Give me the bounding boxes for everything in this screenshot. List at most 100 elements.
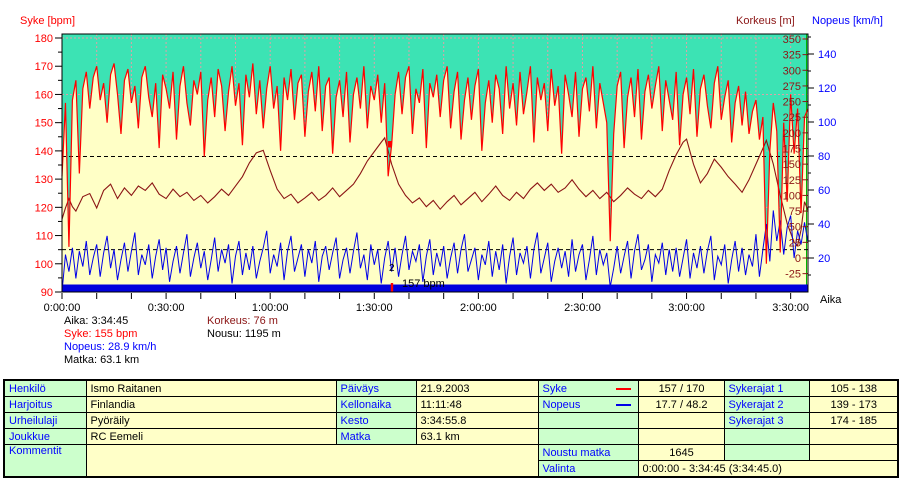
aika-tick-label: 2:00:00 xyxy=(460,302,497,314)
paivays-label: Päiväys xyxy=(335,379,417,397)
nopeus-curve xyxy=(61,210,809,293)
empty-cell xyxy=(808,444,899,461)
syke-legend-label: Syke xyxy=(537,379,639,397)
korkeus-tick-label: 150 xyxy=(783,159,801,171)
nopeus-avg-max-value: 17.7 / 48.2 xyxy=(637,396,725,413)
harjoitus-value: Finlandia xyxy=(85,396,337,413)
sykerajat1-value: 105 - 138 xyxy=(808,379,899,397)
kesto-value: 3:34:55.8 xyxy=(415,412,539,429)
aika-tick-label: 3:00:00 xyxy=(668,302,705,314)
korkeus-tick-label: 250 xyxy=(783,97,801,109)
noustu-matka-value: 1645 xyxy=(637,444,725,461)
sykerajat2-value: 139 - 173 xyxy=(808,396,899,413)
kesto-label: Kesto xyxy=(335,412,417,429)
syke-avg-max-value: 157 / 170 xyxy=(637,379,725,397)
korkeus-tick-label: 125 xyxy=(783,175,801,187)
table-row: Henkilö Ismo Raitanen Päiväys 21.9.2003 … xyxy=(3,379,899,397)
syke-tick-label: 150 xyxy=(35,118,53,130)
korkeus-tick-label: 50 xyxy=(789,222,801,234)
matka-label: Matka xyxy=(335,428,417,445)
stat-matka: Matka: 63.1 km xyxy=(64,354,140,366)
table-row: Joukkue RC Eemeli Matka 63.1 km xyxy=(3,428,899,445)
lap-hr-label: 157 bpm xyxy=(402,278,445,290)
aika-tick-label: 1:00:00 xyxy=(252,302,289,314)
stat-nousu: Nousu: 1195 m xyxy=(207,328,281,340)
syke-tick-label: 180 xyxy=(35,33,53,45)
korkeus-tick-label: 175 xyxy=(783,144,801,156)
korkeus-tick-label: 200 xyxy=(783,128,801,140)
syke-tick-label: 110 xyxy=(35,231,53,243)
syke-legend-line-icon xyxy=(615,387,631,390)
nopeus-tick-label: 80 xyxy=(818,151,830,163)
henkilo-label: Henkilö xyxy=(3,379,87,397)
nopeus-label-text: Nopeus xyxy=(542,398,581,411)
stat-korkeus: Korkeus: 76 m xyxy=(207,315,278,327)
korkeus-tick-label: 325 xyxy=(783,50,801,62)
exercise-info-table: Henkilö Ismo Raitanen Päiväys 21.9.2003 … xyxy=(3,379,899,478)
henkilo-value: Ismo Raitanen xyxy=(85,379,337,397)
aika-tick-label: 3:30:00 xyxy=(772,302,809,314)
nopeus-tick-label: 120 xyxy=(818,83,836,95)
table-row: Harjoitus Finlandia Kellonaika 11:11:48 … xyxy=(3,396,899,413)
korkeus-tick-label: 350 xyxy=(783,34,801,46)
nopeus-axis-title: Nopeus [km/h] xyxy=(812,15,883,27)
syke-tick-label: 140 xyxy=(35,146,53,158)
exercise-chart[interactable]: 2 157 bpm 180 170 160 150 140 130 120 110 100 90 350… xyxy=(0,0,900,315)
syke-tick-label: 100 xyxy=(35,259,53,271)
sykerajat2-label: Sykerajat 2 xyxy=(723,396,810,413)
valinta-value: 0:00:00 - 3:34:45 (3:34:45.0) xyxy=(637,460,899,478)
kommentit-label: Kommentit xyxy=(3,444,87,478)
nopeus-tick-label: 60 xyxy=(818,185,830,197)
joukkue-value: RC Eemeli xyxy=(85,428,337,445)
korkeus-tick-label: -25 xyxy=(785,269,801,281)
nopeus-tick-label: 100 xyxy=(818,117,836,129)
sykerajat1-label: Sykerajat 1 xyxy=(723,379,810,397)
table-row: Kommentit Noustu matka 1645 xyxy=(3,444,899,478)
plot-border xyxy=(61,33,809,293)
korkeus-tick-label: 275 xyxy=(783,81,801,93)
empty-cell xyxy=(537,412,639,429)
stat-aika: Aika: 3:34:45 xyxy=(64,315,129,327)
hr-fill-area xyxy=(62,63,808,293)
paivays-value: 21.9.2003 xyxy=(415,379,539,397)
syke-tick-label: 120 xyxy=(35,202,53,214)
aika-tick-label: 0:30:00 xyxy=(148,302,185,314)
urheilulaji-value: Pyöräily xyxy=(85,412,337,429)
stat-nopeus: Nopeus: 28.9 km/h xyxy=(64,341,157,353)
selection-bar xyxy=(62,284,808,292)
stat-syke: Syke: 155 bpm xyxy=(64,328,138,340)
kellonaika-label: Kellonaika xyxy=(335,396,417,413)
nopeus-tick-label: 40 xyxy=(818,219,830,231)
syke-tick-label: 170 xyxy=(35,61,53,73)
empty-cell xyxy=(723,444,810,461)
empty-cell xyxy=(808,428,899,445)
syke-tick-label: 90 xyxy=(41,287,53,299)
empty-cell xyxy=(723,428,810,445)
kommentit-value[interactable] xyxy=(85,444,539,478)
lap-marker-square xyxy=(387,141,392,148)
korkeus-curve xyxy=(61,136,809,247)
syke-tick-label: 130 xyxy=(35,174,53,186)
lap-tick xyxy=(390,283,394,293)
noustu-matka-label: Noustu matka xyxy=(537,444,639,461)
table-row: Valinta 0:00:00 - 3:34:45 (3:34:45.0) xyxy=(4,460,899,478)
harjoitus-label: Harjoitus xyxy=(3,396,87,413)
aika-tick-label: 0:00:00 xyxy=(44,302,81,314)
empty-cell xyxy=(637,428,725,445)
joukkue-label: Joukkue xyxy=(3,428,87,445)
syke-label-text: Syke xyxy=(542,382,567,395)
syke-curve xyxy=(61,63,809,264)
korkeus-tick-label: 25 xyxy=(789,237,801,249)
nopeus-legend-line-icon xyxy=(615,403,631,406)
sykerajat3-label: Sykerajat 3 xyxy=(723,412,810,429)
sykerajat3-value: 174 - 185 xyxy=(808,412,899,429)
nopeus-tick-label: 20 xyxy=(818,253,830,265)
table-row: Urheilulaji Pyöräily Kesto 3:34:55.8 Syk… xyxy=(3,412,899,429)
korkeus-tick-label: 0 xyxy=(795,253,801,265)
syke-axis-title: Syke [bpm] xyxy=(20,15,76,27)
lap-number-label: 2 xyxy=(389,263,395,274)
urheilulaji-label: Urheilulaji xyxy=(3,412,87,429)
syke-tick-label: 160 xyxy=(35,89,53,101)
aika-tick-label: 2:30:00 xyxy=(564,302,601,314)
